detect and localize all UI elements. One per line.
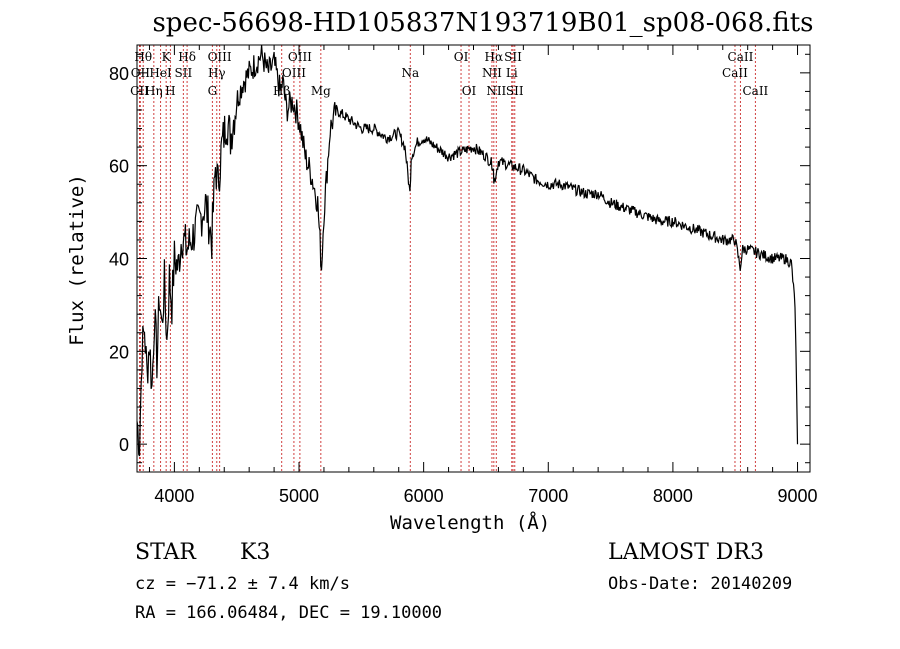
line-label-oiii: OIII (208, 50, 232, 64)
line-label-k: K (162, 50, 172, 64)
coordinates: RA = 166.06484, DEC = 19.10000 (135, 603, 443, 623)
line-label-g: G (208, 84, 218, 98)
line-label-oiii: OIII (288, 50, 312, 64)
line-label-sii: SII (506, 84, 524, 98)
line-label-sii: SII (175, 66, 193, 80)
line-label-caii: CaII (728, 50, 754, 64)
x-axis-label: Wavelength (Å) (390, 512, 551, 534)
object-class: STAR (135, 540, 196, 565)
line-label-na: Na (401, 66, 419, 80)
y-tick-label: 80 (109, 64, 129, 84)
redshift-velocity: cz = −71.2 ± 7.4 km/s (135, 574, 350, 594)
y-tick-label: 40 (109, 250, 129, 270)
line-labels-group: CIIHθOIIHηHeIKHSIIHδGHγOIIIHβOIIIOIIIMgN… (130, 50, 768, 98)
line-label-hα: Hα (485, 50, 504, 64)
line-label-hβ: Hβ (273, 84, 290, 98)
x-tick-label: 5000 (279, 486, 319, 506)
line-label-oiii: OIII (282, 66, 306, 80)
line-markers-group (138, 45, 756, 472)
line-label-mg: Mg (311, 84, 331, 98)
line-label-sii: SII (504, 50, 522, 64)
line-label-nii: NII (486, 84, 506, 98)
object-subclass: K3 (240, 540, 271, 565)
y-tick-label: 60 (109, 157, 129, 177)
line-label-h: H (165, 84, 175, 98)
line-label-cii: CII (130, 84, 149, 98)
line-label-caii: CaII (722, 66, 748, 80)
line-label-hei: HeI (149, 66, 172, 80)
line-label-caii: CaII (742, 84, 768, 98)
line-label-oi: OI (462, 84, 477, 98)
line-label-nii: NII (482, 66, 502, 80)
line-label-hγ: Hγ (208, 66, 226, 80)
y-axis-label: Flux (relative) (66, 174, 88, 346)
y-tick-label: 20 (109, 342, 129, 362)
y-tick-label: 0 (119, 435, 129, 455)
chart-title: spec-56698-HD105837N193719B01_sp08-068.f… (152, 8, 814, 38)
x-tick-label: 4000 (154, 486, 194, 506)
x-tick-label: 9000 (778, 486, 818, 506)
plot-frame (136, 44, 811, 473)
axis-ticks: 4000 5000 6000 7000 8000 9000 0 20 40 60 80 (109, 45, 818, 506)
line-label-hθ: Hθ (134, 50, 152, 64)
survey-name: LAMOST DR3 (608, 540, 764, 565)
line-label-oi: OI (454, 50, 469, 64)
line-label-li: Li (506, 66, 518, 80)
x-tick-label: 8000 (653, 486, 693, 506)
observation-date: Obs-Date: 20140209 (608, 574, 793, 594)
line-label-hη: Hη (145, 84, 163, 98)
line-label-oii: OII (131, 66, 151, 80)
x-tick-label: 6000 (404, 486, 444, 506)
spectrum-line (136, 44, 799, 457)
line-label-hδ: Hδ (178, 50, 196, 64)
x-tick-label: 7000 (528, 486, 568, 506)
